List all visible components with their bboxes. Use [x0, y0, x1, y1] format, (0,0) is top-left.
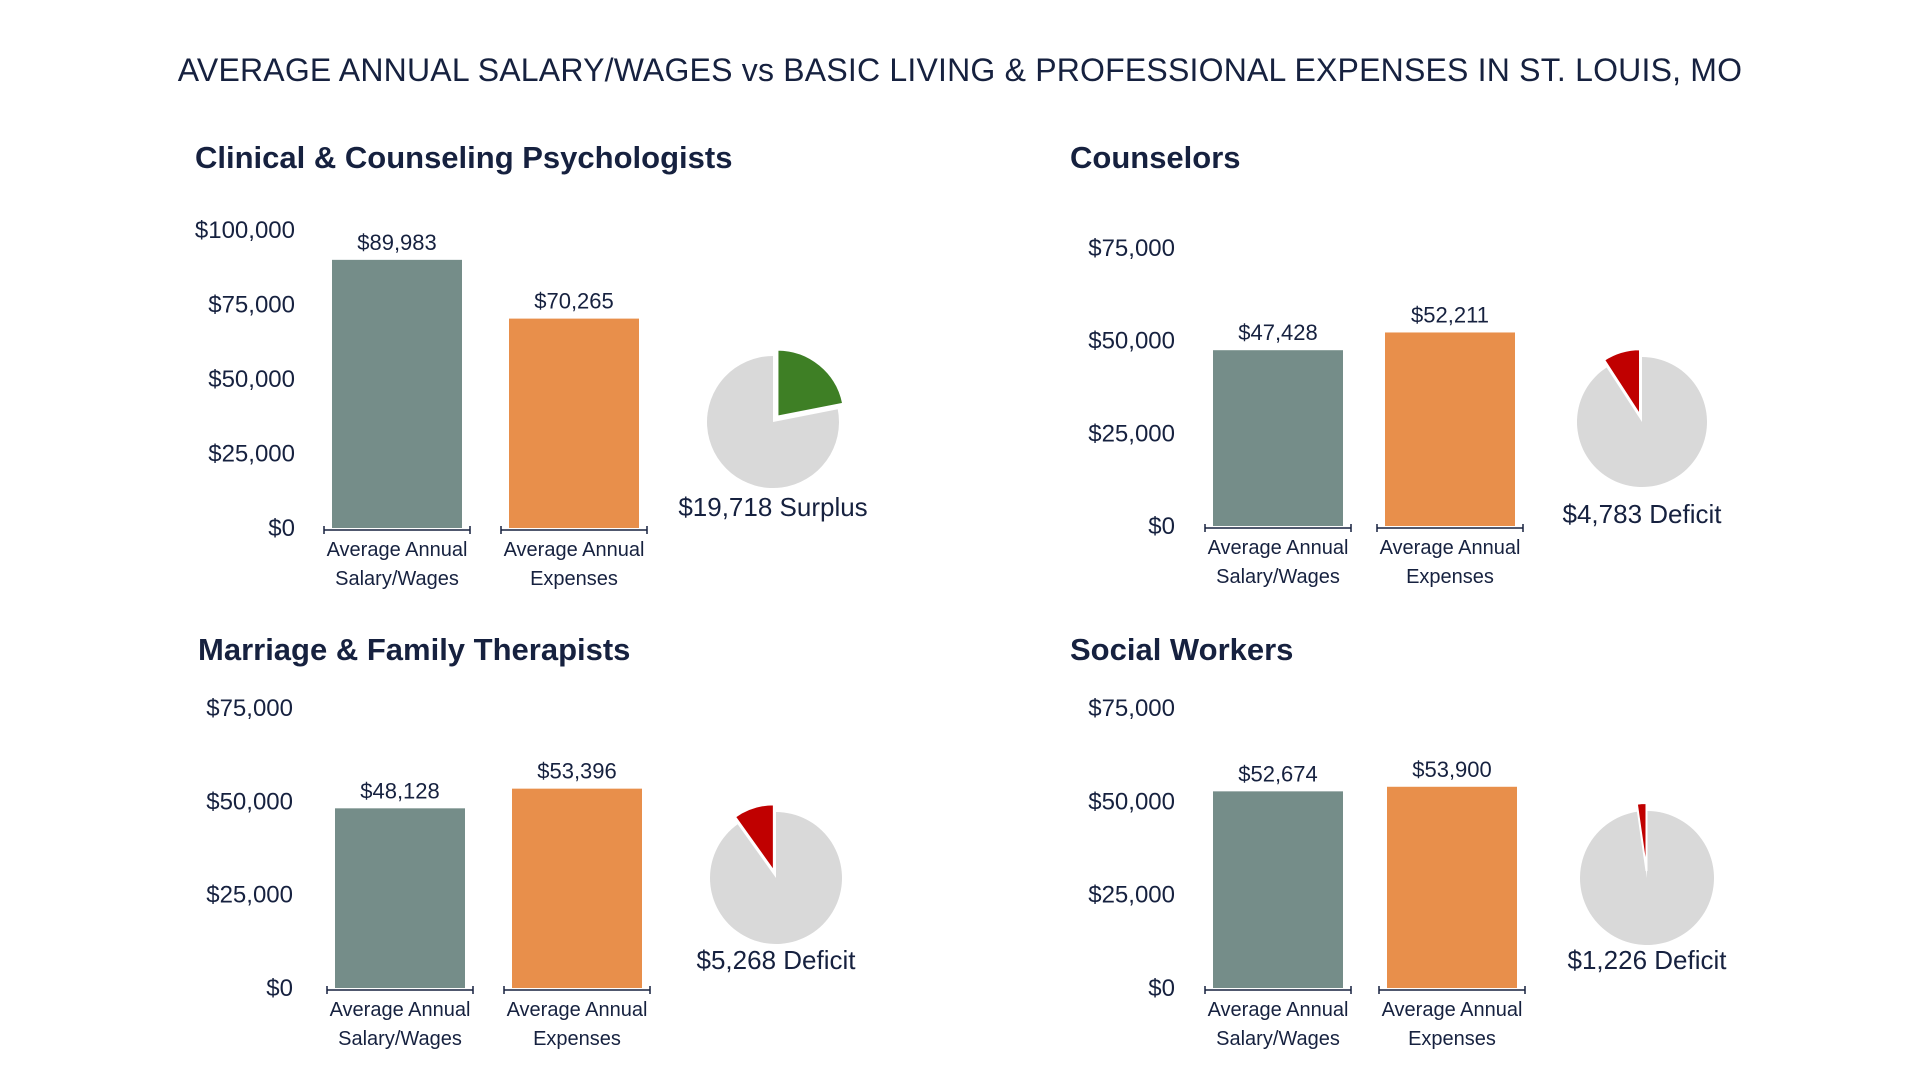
bar-expenses [512, 788, 642, 988]
x-category-label: Average Annual [507, 999, 648, 1021]
pie-label: $5,268 Deficit [697, 945, 857, 975]
x-category-label: Average Annual [504, 539, 645, 561]
y-tick-label: $25,000 [1088, 882, 1175, 909]
y-tick-label: $50,000 [1088, 788, 1175, 815]
pie-base-slice [707, 356, 839, 488]
x-category-label: Salary/Wages [1216, 566, 1340, 588]
y-tick-label: $75,000 [208, 292, 295, 319]
y-tick-label: $75,000 [1088, 235, 1175, 262]
bar-and-pie-chart: $0 $25,000 $50,000 $75,000 $47,428 Average An… [1088, 235, 1723, 588]
pie-deficit-slice [1602, 348, 1642, 419]
x-category-label: Average Annual [1380, 537, 1521, 559]
x-category-label: Average Annual [327, 539, 468, 561]
bar-and-pie-chart: $0 $25,000 $50,000 $75,000 $52,674 Average An… [1088, 695, 1728, 1050]
y-tick-label: $100,000 [195, 217, 295, 244]
pie-label: $1,226 Deficit [1568, 945, 1728, 975]
pie-base-slice [1577, 357, 1707, 488]
bar-salary [1213, 791, 1343, 988]
bar-salary [332, 259, 462, 528]
bar-and-pie-chart: $0 $25,000 $50,000 $75,000 $48,128 Average An… [206, 695, 857, 1050]
bar-value-label: $89,983 [357, 230, 437, 255]
bar-expenses [509, 318, 639, 528]
bar-expenses [1387, 786, 1517, 988]
bar-value-label: $53,396 [537, 759, 617, 784]
bar-salary [335, 808, 465, 988]
chart-panel-marriage-family-therapists: Marriage & Family Therapists $0 $25,000 $5… [198, 632, 1098, 1072]
pie-deficit-slice [1635, 802, 1648, 872]
bar-and-pie-chart: $0 $25,000 $50,000 $75,000 $100,000 $89,983 Av… [195, 217, 868, 590]
y-tick-label: $75,000 [206, 695, 293, 722]
pie-surplus-slice [776, 348, 845, 418]
y-tick-label: $0 [266, 975, 293, 1002]
bar-value-label: $53,900 [1412, 757, 1492, 782]
chart-title: Clinical & Counseling Psychologists [195, 140, 733, 175]
chart-panel-counselors: Counselors $0 $25,000 $50,000 $75,000 $47,42… [1070, 140, 1920, 588]
pie-base-slice [710, 812, 843, 944]
y-tick-label: $75,000 [1088, 695, 1175, 722]
bar-value-label: $47,428 [1238, 320, 1318, 345]
x-category-label: Expenses [530, 568, 618, 590]
x-category-label: Expenses [1406, 566, 1494, 588]
y-tick-label: $50,000 [206, 788, 293, 815]
page-title: AVERAGE ANNUAL SALARY/WAGES vs BASIC LIV… [177, 52, 1743, 88]
chart-panel-clinical-psychologists: Clinical & Counseling Psychologists $0 $2… [195, 140, 1095, 590]
chart-title: Marriage & Family Therapists [198, 632, 631, 667]
y-tick-label: $50,000 [208, 366, 295, 393]
x-category-label: Salary/Wages [1216, 1028, 1340, 1050]
bar-value-label: $70,265 [534, 289, 614, 314]
y-tick-label: $0 [1148, 975, 1175, 1002]
y-tick-label: $0 [268, 515, 295, 542]
chart-title: Counselors [1070, 140, 1241, 175]
x-category-label: Expenses [533, 1028, 621, 1050]
pie-base-slice [1579, 811, 1714, 945]
x-category-label: Salary/Wages [338, 1028, 462, 1050]
x-category-label: Salary/Wages [335, 568, 459, 590]
bar-value-label: $52,674 [1238, 761, 1318, 786]
chart-panel-social-workers: Social Workers $0 $25,000 $50,000 $75,000 $5… [1070, 632, 1920, 1072]
x-category-label: Average Annual [1208, 537, 1349, 559]
bar-value-label: $52,211 [1411, 302, 1489, 327]
bar-expenses [1385, 332, 1515, 526]
x-category-label: Expenses [1408, 1028, 1496, 1050]
y-tick-label: $50,000 [1088, 328, 1175, 355]
bar-salary [1213, 350, 1343, 526]
y-tick-label: $25,000 [208, 441, 295, 468]
x-category-label: Average Annual [1208, 999, 1349, 1021]
y-tick-label: $0 [1148, 513, 1175, 540]
x-category-label: Average Annual [330, 999, 471, 1021]
x-category-label: Average Annual [1382, 999, 1523, 1021]
pie-label: $4,783 Deficit [1563, 499, 1723, 529]
chart-title: Social Workers [1070, 632, 1294, 667]
pie-deficit-slice [733, 803, 775, 875]
y-tick-label: $25,000 [1088, 420, 1175, 447]
y-tick-label: $25,000 [206, 882, 293, 909]
bar-value-label: $48,128 [360, 778, 440, 803]
pie-label: $19,718 Surplus [678, 492, 867, 522]
